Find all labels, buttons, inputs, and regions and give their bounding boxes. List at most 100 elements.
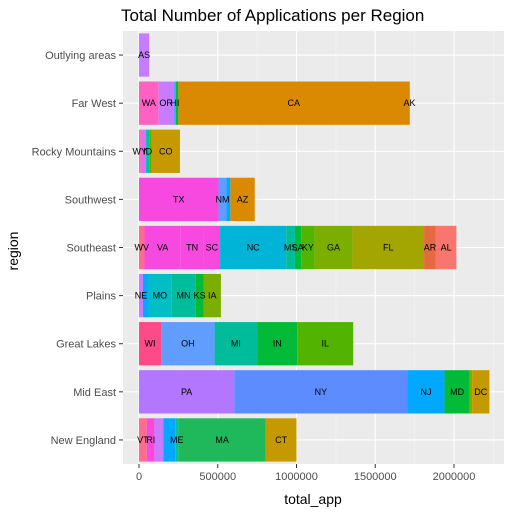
segment-label-tn: TN	[186, 243, 198, 253]
segment-label-ar: AR	[424, 243, 437, 253]
segment-label-or: OR	[159, 98, 173, 108]
segment-label-co: CO	[159, 146, 173, 156]
bar-segment	[142, 273, 149, 318]
bar-segment-ia	[203, 273, 221, 318]
segment-label-ga: GA	[327, 243, 340, 253]
segment-label-as: AS	[138, 50, 150, 60]
x-tick-label: 0	[136, 471, 142, 483]
bar-segment-az	[230, 177, 255, 222]
segment-label-nj: NJ	[421, 387, 432, 397]
segment-label-me: ME	[170, 435, 184, 445]
segment-label-hi: HI	[170, 98, 179, 108]
segment-label-la: LA	[293, 243, 304, 253]
segment-label-al: AL	[441, 243, 452, 253]
bar-segment-me	[175, 418, 179, 462]
bar-segment-ca	[178, 81, 410, 125]
y-tick-label: Rocky Mountains	[32, 146, 117, 158]
segment-label-wi: WI	[145, 339, 156, 349]
segment-label-vt: VT	[137, 435, 149, 445]
x-axis: 0 500000 1000000 1500000 2000000	[136, 464, 475, 483]
segment-label-nc: NC	[247, 243, 260, 253]
x-tick-label: 1000000	[275, 471, 318, 483]
y-tick-label: Great Lakes	[56, 339, 116, 351]
segment-label-dc: DC	[474, 387, 487, 397]
segment-label-id: ID	[143, 146, 153, 156]
bar-segment	[176, 81, 179, 125]
segment-label-tx: TX	[173, 194, 185, 204]
bar-segment-al	[435, 225, 457, 270]
bar-great-lakes: WI OH MI IN IL	[139, 322, 354, 366]
bar-segment-wy	[139, 129, 141, 173]
bar-southwest: TX NM AZ	[139, 177, 255, 222]
bar-segment-fl	[352, 225, 425, 270]
bar-segment-mo	[148, 273, 172, 318]
segment-label-ct: CT	[275, 435, 287, 445]
bar-segment-in	[257, 322, 298, 366]
x-tick-label: 500000	[199, 471, 236, 483]
bar-segment-ar	[424, 225, 436, 270]
bar-segment-as	[139, 33, 150, 77]
bar-segment-ks	[195, 273, 204, 318]
y-axis: Outlying areas Far West Rocky Mountains Sou…	[32, 50, 123, 447]
segment-label-ms: MS	[284, 243, 298, 253]
segment-label-ak: AK	[403, 98, 415, 108]
bar-segment-md	[444, 370, 470, 414]
y-tick-label: Southeast	[66, 243, 116, 255]
bar-segment-ga	[314, 225, 353, 270]
bar-segment-ms	[286, 225, 295, 270]
segment-label-ca: CA	[287, 98, 300, 108]
segment-label-wa: WA	[142, 98, 156, 108]
chart-title: Total Number of Applications per Region	[121, 6, 424, 25]
bar-segment-wi	[139, 322, 162, 366]
bar-segment-or	[158, 81, 174, 125]
bar-segment-ct	[265, 418, 297, 462]
bar-segment-nj	[407, 370, 445, 414]
bar-segment	[140, 129, 147, 173]
segment-label-ks: KS	[194, 291, 206, 301]
y-tick-label: Southwest	[65, 194, 116, 206]
bar-segment	[226, 177, 231, 222]
bar-segment-oh	[161, 322, 215, 366]
segment-label-ma: MA	[215, 435, 229, 445]
segment-label-oh: OH	[181, 339, 195, 349]
segment-label-wv: WV	[135, 243, 150, 253]
x-axis-title: total_app	[284, 491, 342, 507]
bar-segment	[154, 418, 164, 462]
segment-label-ny: NY	[315, 387, 328, 397]
bar-segment	[469, 370, 473, 414]
y-tick-label: Far West	[72, 98, 116, 110]
bar-segment	[149, 129, 152, 173]
bar-segment-wa	[139, 81, 159, 125]
bar-segment-la	[294, 225, 302, 270]
bar-segment-ny	[234, 370, 408, 414]
y-axis-title: region	[5, 232, 21, 271]
segment-label-ia: IA	[208, 291, 217, 301]
segment-label-va: VA	[157, 243, 168, 253]
segment-label-fl: FL	[383, 243, 394, 253]
bar-mid-east: PA NY NJ MD DC	[139, 370, 490, 414]
x-tick-label: 1500000	[354, 471, 397, 483]
bar-segment-id	[146, 129, 150, 173]
y-tick-label: Outlying areas	[45, 50, 116, 62]
y-tick-label: New England	[51, 435, 116, 447]
segment-label-md: MD	[450, 387, 464, 397]
bar-segment	[163, 418, 176, 462]
segment-label-wy: WY	[133, 146, 148, 156]
bar-segment-sc	[203, 225, 221, 270]
bar-segment-mi	[214, 322, 258, 366]
bar-segment-nm	[218, 177, 227, 222]
y-tick-label: Mid East	[73, 387, 116, 399]
segment-label-ri: RI	[146, 435, 155, 445]
bar-segment-ma	[178, 418, 266, 462]
bar-segment-ri	[146, 418, 155, 462]
bar-segment-mn	[171, 273, 196, 318]
segment-label-sc: SC	[206, 243, 219, 253]
segment-label-az: AZ	[237, 194, 249, 204]
segment-label-ne: NE	[135, 291, 148, 301]
segment-label-mi: MI	[231, 339, 241, 349]
bar-segment-nc	[220, 225, 287, 270]
